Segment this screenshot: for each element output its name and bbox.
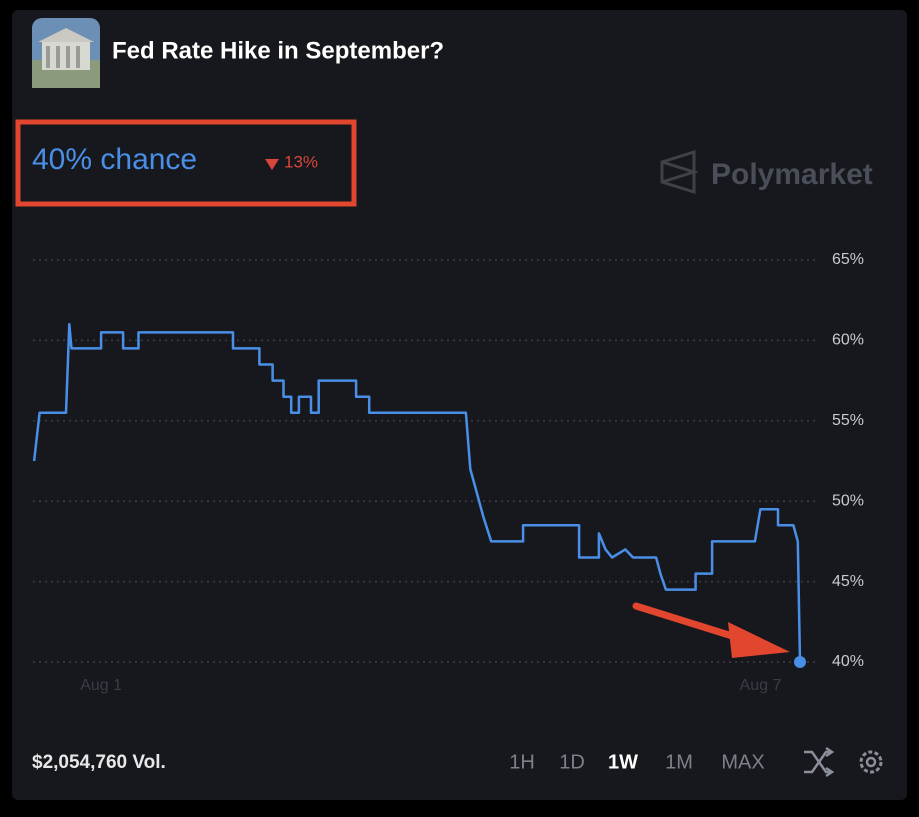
y-tick-label: 50% — [832, 492, 864, 509]
current-probability: 40% chance — [32, 143, 197, 176]
settings-button[interactable] — [859, 750, 883, 774]
volume: $2,054,760 Vol. — [32, 752, 166, 773]
brand-logo — [660, 149, 700, 195]
y-tick-label: 60% — [832, 332, 864, 349]
y-tick-label: 40% — [832, 653, 864, 670]
y-tick-label: 55% — [832, 412, 864, 429]
y-tick-label: 65% — [832, 251, 864, 268]
data-line — [32, 323, 802, 663]
range-button[interactable]: 1D — [559, 751, 585, 773]
y-tick-label: 45% — [832, 573, 864, 590]
x-tick-label: Aug 1 — [80, 677, 122, 694]
end-point — [794, 656, 806, 668]
brand-name: Polymarket — [711, 158, 873, 191]
market-icon — [32, 18, 100, 88]
range-button[interactable]: 1W — [608, 751, 638, 773]
shuffle-button[interactable] — [804, 746, 835, 778]
panel — [12, 10, 907, 800]
highlight-box — [15, 119, 357, 207]
annotation-arrow — [632, 602, 790, 658]
range-button[interactable]: MAX — [721, 751, 764, 773]
x-tick-label: Aug 7 — [740, 677, 782, 694]
range-button[interactable]: 1H — [509, 751, 535, 773]
change-label: 13% — [284, 152, 318, 171]
down-indicator — [265, 159, 279, 170]
range-button[interactable]: 1M — [665, 751, 693, 773]
chart-title: Fed Rate Hike in September? — [112, 37, 444, 64]
